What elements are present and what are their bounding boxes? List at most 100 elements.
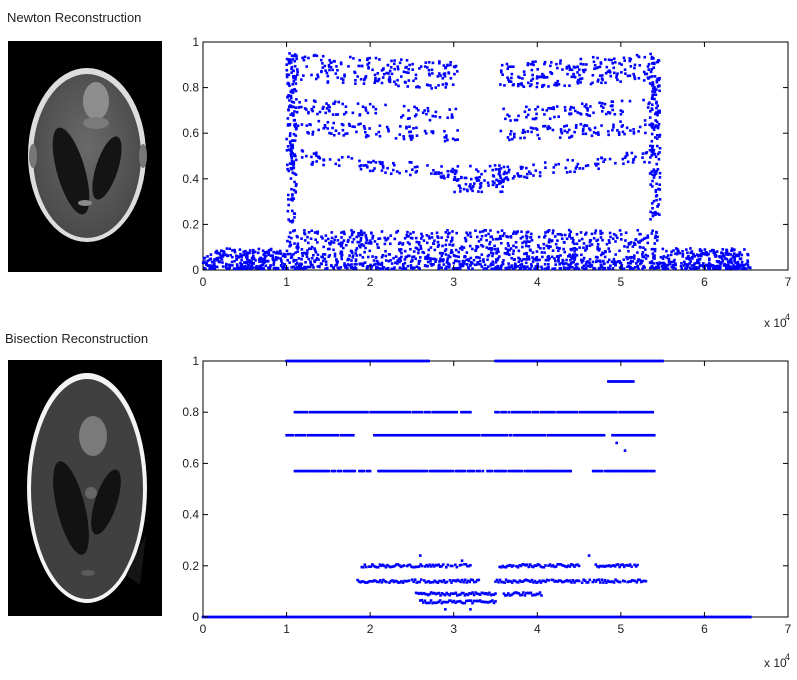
scatter-point: [344, 265, 347, 269]
scatter-point: [399, 125, 402, 128]
scatter-point: [421, 111, 425, 115]
scatter-point: [292, 76, 296, 79]
scatter-point: [580, 266, 584, 269]
scatter-point: [622, 267, 626, 271]
scatter-point: [651, 229, 654, 233]
scatter-point: [383, 236, 387, 240]
scatter-point: [248, 249, 252, 252]
scatter-point: [634, 410, 638, 414]
scatter-point: [729, 615, 732, 619]
scatter-point: [628, 59, 632, 63]
scatter-point: [324, 239, 328, 243]
scatter-point: [423, 129, 427, 133]
scatter-point: [382, 359, 385, 363]
scatter-point: [376, 615, 380, 619]
scatter-point: [709, 615, 713, 619]
scatter-point: [607, 469, 610, 473]
scatter-point: [288, 52, 291, 55]
scatter-point: [560, 410, 564, 414]
scatter-point: [636, 563, 639, 567]
scatter-point: [421, 235, 424, 238]
scatter-point: [296, 250, 300, 253]
scatter-point: [452, 65, 456, 68]
scatter-point: [313, 231, 317, 234]
scatter-point: [541, 579, 544, 583]
scatter-point: [513, 579, 517, 583]
scatter-point: [280, 259, 283, 262]
scatter-point: [344, 105, 348, 108]
scatter-point: [293, 110, 296, 113]
scatter-point: [507, 592, 510, 595]
scatter-point: [734, 261, 738, 265]
scatter-point: [419, 256, 422, 259]
scatter-point: [442, 579, 446, 582]
scatter-point: [516, 565, 520, 569]
scatter-point: [399, 615, 402, 619]
scatter-point: [316, 73, 319, 77]
scatter-point: [440, 469, 444, 473]
scatter-point: [656, 113, 659, 117]
scatter-point: [386, 563, 389, 567]
scatter-point: [291, 219, 295, 222]
scatter-point: [472, 593, 476, 597]
scatter-point: [604, 112, 608, 116]
scatter-point: [506, 250, 510, 254]
scatter-point: [372, 564, 376, 568]
scatter-point: [549, 433, 553, 437]
scatter-point: [567, 128, 571, 132]
scatter-point: [286, 145, 290, 148]
scatter-point: [358, 164, 362, 168]
scatter-point: [592, 433, 595, 437]
scatter-point: [595, 410, 599, 414]
scatter-point: [317, 410, 321, 414]
scatter-point: [562, 247, 565, 251]
scatter-point: [300, 237, 303, 240]
scatter-point: [290, 159, 294, 162]
scatter-point: [314, 153, 318, 156]
scatter-point: [595, 239, 598, 243]
scatter-point: [655, 169, 659, 173]
scatter-point: [450, 113, 454, 116]
scatter-point: [624, 154, 628, 158]
scatter-point: [272, 260, 276, 264]
scatter-point: [554, 242, 558, 246]
scatter-point: [364, 246, 367, 250]
scatter-point: [577, 359, 581, 363]
scatter-point: [280, 265, 284, 269]
scatter-point: [231, 249, 234, 252]
scatter-point: [650, 359, 654, 363]
scatter-point: [568, 66, 572, 70]
scatter-point: [685, 257, 688, 260]
scatter-point: [367, 615, 371, 619]
scatter-point: [584, 267, 588, 271]
scatter-point: [601, 564, 605, 568]
scatter-point: [458, 469, 462, 473]
scatter-point: [432, 615, 436, 619]
scatter-point: [447, 266, 451, 269]
scatter-point: [361, 615, 364, 619]
scatter-point: [602, 262, 606, 266]
scatter-point: [478, 469, 482, 473]
scatter-point: [263, 255, 267, 259]
scatter-point: [396, 229, 400, 233]
scatter-point: [612, 433, 616, 437]
scatter-point: [738, 266, 741, 269]
scatter-point: [613, 260, 617, 264]
scatter-point: [575, 615, 579, 619]
scatter-point: [607, 615, 611, 619]
scatter-point: [512, 359, 516, 363]
scatter-point: [607, 58, 611, 62]
scatter-point: [608, 250, 611, 253]
scatter-point: [510, 76, 513, 80]
scatter-point: [652, 255, 655, 258]
scatter-point: [491, 254, 494, 258]
scatter-point: [491, 593, 494, 596]
scatter-point: [495, 184, 499, 187]
scatter-point: [288, 433, 291, 437]
scatter-point: [494, 168, 498, 171]
scatter-point: [259, 615, 263, 619]
scatter-point: [604, 410, 608, 414]
scatter-point: [306, 359, 310, 363]
scatter-point: [514, 241, 518, 244]
scatter-point: [519, 615, 523, 619]
